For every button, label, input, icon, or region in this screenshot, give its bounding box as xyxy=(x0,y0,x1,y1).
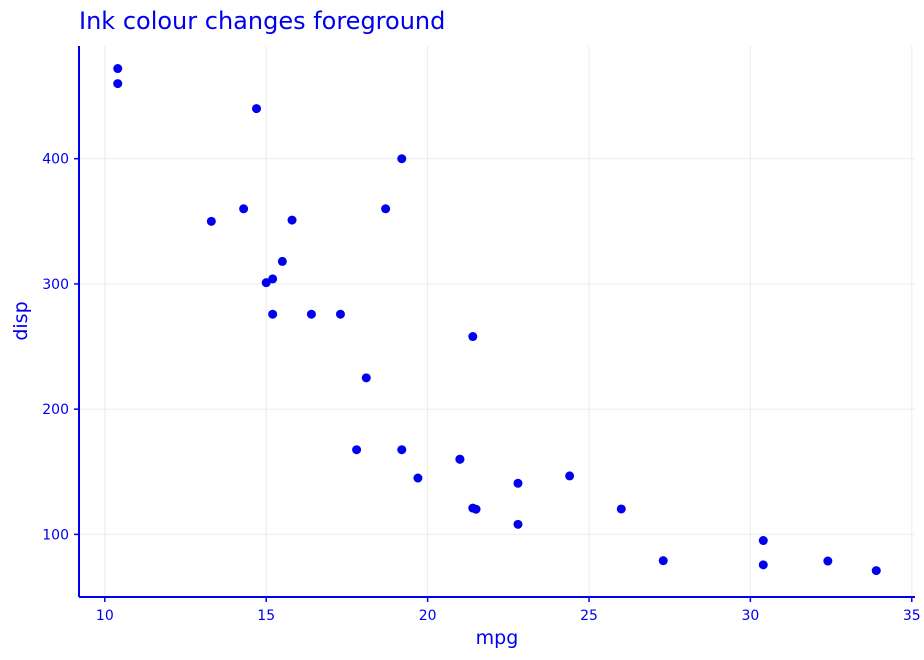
data-point xyxy=(335,309,345,319)
data-point xyxy=(361,373,371,383)
data-point xyxy=(206,216,216,226)
data-point xyxy=(413,473,423,483)
data-points xyxy=(113,64,881,576)
x-tick-label: 10 xyxy=(96,608,114,624)
chart-title: Ink colour changes foreground xyxy=(79,7,445,35)
x-tick-label: 30 xyxy=(741,608,759,624)
grid-lines xyxy=(79,46,915,597)
data-point xyxy=(468,332,478,342)
data-point xyxy=(306,309,316,319)
data-point xyxy=(352,445,362,455)
data-point xyxy=(513,478,523,488)
x-tick-label: 35 xyxy=(903,608,921,624)
x-axis-title: mpg xyxy=(476,627,519,649)
y-axis-title: disp xyxy=(10,301,32,340)
data-point xyxy=(468,503,478,513)
data-point xyxy=(277,256,287,266)
data-point xyxy=(397,154,407,164)
data-point xyxy=(261,278,271,288)
data-point xyxy=(758,536,768,546)
data-point xyxy=(113,64,123,74)
x-axis-ticks: 10 15 20 25 30 35 xyxy=(96,597,921,624)
data-point xyxy=(616,504,626,514)
data-point xyxy=(455,454,465,464)
data-point xyxy=(758,560,768,570)
data-point xyxy=(513,519,523,529)
x-tick-label: 15 xyxy=(257,608,275,624)
data-point xyxy=(565,471,575,481)
data-point xyxy=(287,215,297,225)
data-point xyxy=(381,204,391,214)
y-axis-ticks: 100 200 300 400 xyxy=(42,152,79,543)
y-tick-label: 200 xyxy=(42,402,69,418)
y-tick-label: 300 xyxy=(42,277,69,293)
data-point xyxy=(239,204,249,214)
y-tick-label: 400 xyxy=(42,152,69,168)
data-point xyxy=(113,79,123,89)
data-point xyxy=(823,556,833,566)
data-point xyxy=(252,104,262,114)
data-point xyxy=(268,309,278,319)
data-point xyxy=(871,566,881,576)
data-point xyxy=(658,556,668,566)
x-tick-label: 25 xyxy=(580,608,598,624)
x-tick-label: 20 xyxy=(419,608,437,624)
y-tick-label: 100 xyxy=(42,527,69,543)
data-point xyxy=(397,445,407,455)
